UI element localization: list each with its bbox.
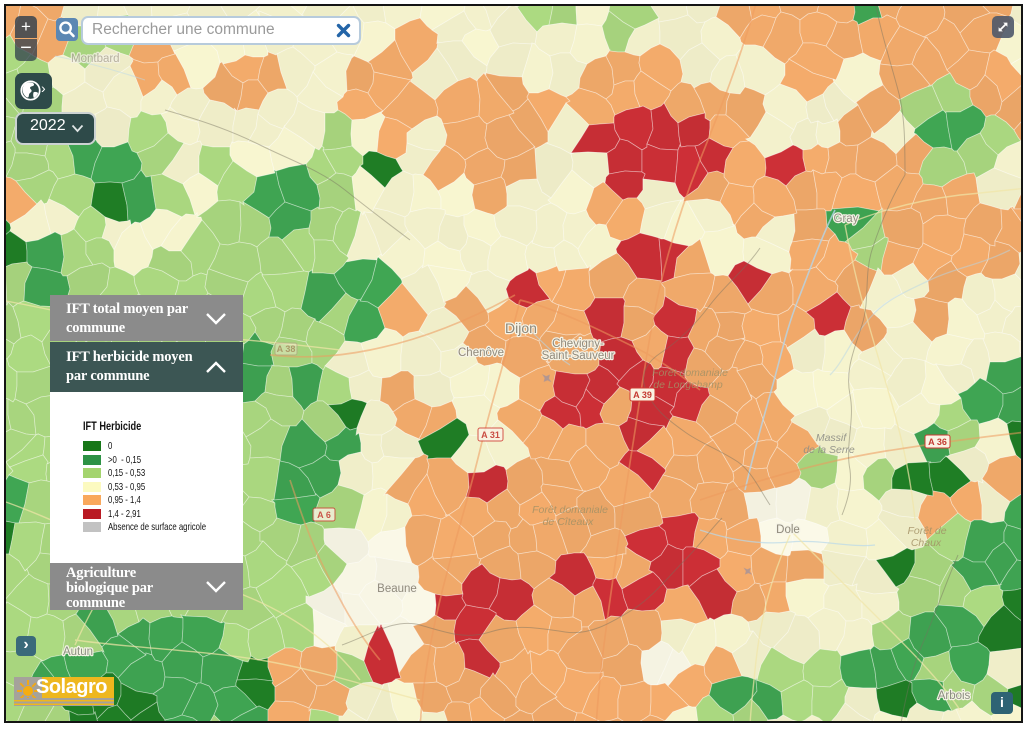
- svg-text:A 39: A 39: [633, 390, 652, 400]
- svg-text:de la Serre: de la Serre: [803, 444, 855, 456]
- svg-text:Montbard: Montbard: [71, 53, 120, 65]
- svg-text:Saint-Sauveur: Saint-Sauveur: [542, 350, 615, 362]
- svg-text:de Cîteaux: de Cîteaux: [543, 516, 595, 528]
- svg-text:Forêt domaniale: Forêt domaniale: [652, 367, 728, 379]
- svg-text:Dijon: Dijon: [505, 320, 537, 336]
- svg-text:A 6: A 6: [317, 510, 331, 520]
- svg-text:A 31: A 31: [481, 430, 500, 440]
- svg-text:Autun: Autun: [63, 646, 93, 658]
- svg-text:Gray: Gray: [834, 213, 859, 225]
- svg-text:Forêt domaniale: Forêt domaniale: [532, 504, 608, 516]
- svg-text:Chevigny-: Chevigny-: [552, 338, 604, 350]
- svg-text:Dole: Dole: [776, 524, 800, 536]
- svg-text:Chaux: Chaux: [911, 537, 942, 549]
- svg-text:Beaune: Beaune: [377, 583, 417, 595]
- svg-text:Arbois: Arbois: [938, 690, 971, 702]
- svg-text:Chenôve: Chenôve: [458, 347, 504, 359]
- svg-text:Massif: Massif: [816, 432, 847, 444]
- svg-text:de Longchamp: de Longchamp: [653, 379, 723, 391]
- svg-text:A 38: A 38: [277, 344, 296, 354]
- svg-text:A 36: A 36: [928, 437, 947, 447]
- svg-text:Forêt de: Forêt de: [907, 525, 946, 537]
